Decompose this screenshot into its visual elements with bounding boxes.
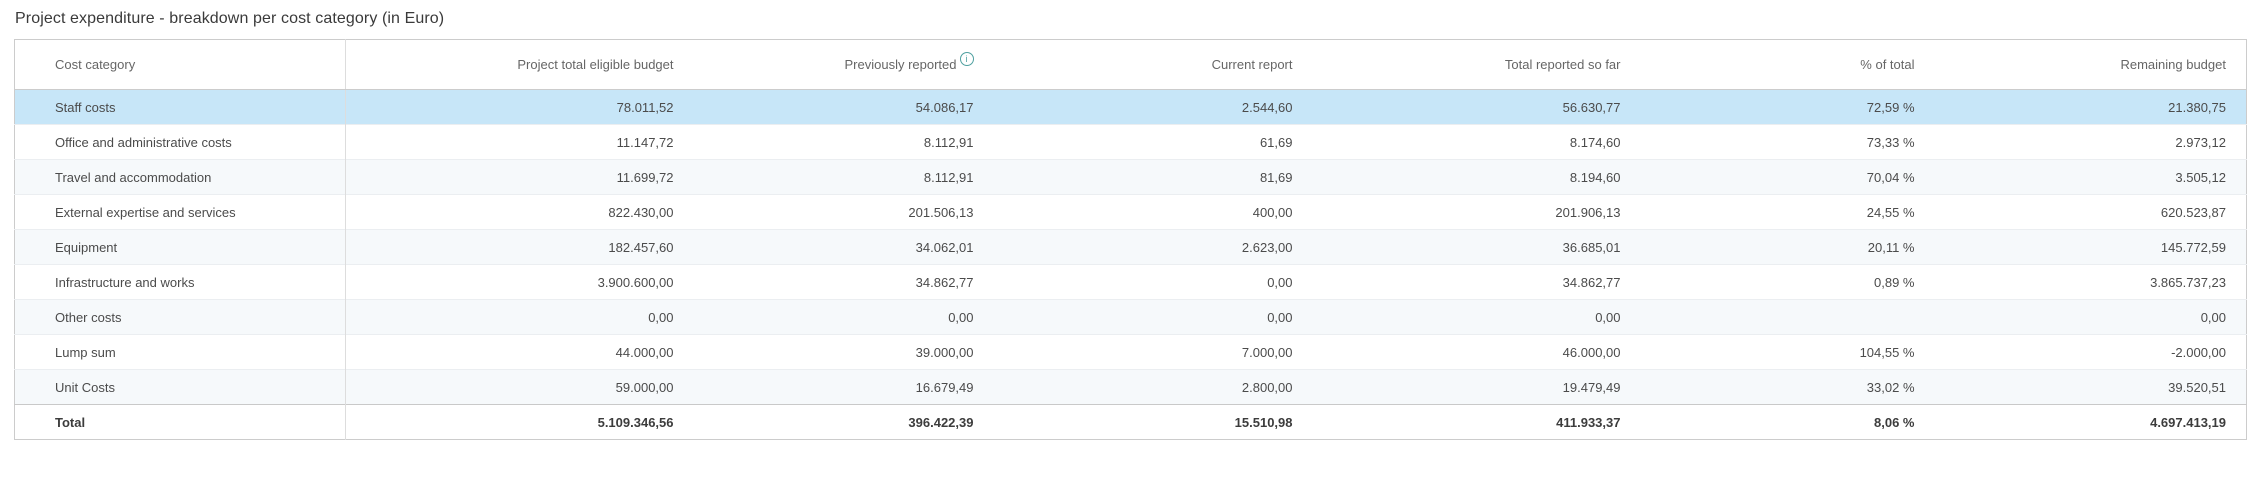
value-cell: 33,02 % — [1650, 369, 1945, 405]
value-cell: 145.772,59 — [1944, 229, 2247, 265]
value-cell: 16.679,49 — [703, 369, 1004, 405]
column-header-project-total-eligible-budget: Project total eligible budget — [345, 39, 704, 90]
value-cell: 8.112,91 — [703, 159, 1004, 195]
value-cell: 39.520,51 — [1944, 369, 2247, 405]
cost-category-cell: Unit Costs — [14, 369, 346, 405]
column-header-cost-category: Cost category — [14, 39, 346, 90]
table-row[interactable]: Lump sum 44.000,00 39.000,00 7.000,00 46.000… — [14, 334, 2247, 370]
table-row[interactable]: Unit Costs 59.000,00 16.679,49 2.800,00 19.4… — [14, 369, 2247, 405]
expenditure-table: Cost category Project total eligible bud… — [14, 39, 2247, 440]
info-icon[interactable]: i — [959, 51, 974, 66]
value-cell: 400,00 — [1003, 194, 1323, 230]
value-cell: 0,00 — [703, 299, 1004, 335]
cost-category-cell: Staff costs — [14, 89, 346, 125]
value-cell: 411.933,37 — [1322, 404, 1651, 440]
value-cell: 78.011,52 — [616, 99, 674, 115]
value-cell: 56.630,77 — [1562, 99, 1621, 115]
value-cell: 73,33 % — [1650, 124, 1945, 160]
value-cell: 3.865.737,23 — [1944, 264, 2247, 300]
column-header-current-report: Current report — [1003, 39, 1323, 90]
value-cell: 72,59 % — [1866, 99, 1915, 115]
value-cell: 0,00 — [1003, 264, 1323, 300]
cost-category-cell: Total — [14, 404, 346, 440]
value-cell: 2.800,00 — [1003, 369, 1323, 405]
column-header-previously-reported-label: Previously reported — [844, 56, 957, 72]
value-cell: 70,04 % — [1650, 159, 1945, 195]
table-row[interactable]: Travel and accommodation 11.699,72 8.112,9… — [14, 159, 2247, 195]
value-cell: 61,69 — [1003, 124, 1323, 160]
value-cell: 8.112,91 — [703, 124, 1004, 160]
cost-category-cell: Infrastructure and works — [14, 264, 346, 300]
page-title: Project expenditure - breakdown per cost… — [15, 10, 445, 27]
value-cell: 396.422,39 — [703, 404, 1004, 440]
column-header-previously-reported: Previously reported i — [703, 39, 1004, 90]
value-cell: 182.457,60 — [345, 229, 704, 265]
column-header-total-reported-so-far: Total reported so far — [1322, 39, 1651, 90]
value-cell: 2.623,00 — [1003, 229, 1323, 265]
value-cell: -2.000,00 — [1944, 334, 2247, 370]
value-cell: 201.906,13 — [1322, 194, 1651, 230]
value-cell: 0,00 — [1003, 299, 1323, 335]
table-body: Staff costs 78.011,52 54.086,17 2.544,60 56.… — [14, 89, 2247, 440]
value-cell: 15.510,98 — [1003, 404, 1323, 440]
value-cell: 104,55 % — [1650, 334, 1945, 370]
cost-category-cell: Office and administrative costs — [14, 124, 346, 160]
value-cell: 8,06 % — [1650, 404, 1945, 440]
header-row: Cost category Project total eligible bud… — [14, 39, 2247, 90]
value-cell: 46.000,00 — [1322, 334, 1651, 370]
value-cell: 2.973,12 — [1944, 124, 2247, 160]
value-cell: 8.174,60 — [1322, 124, 1651, 160]
cost-category-cell: External expertise and services — [14, 194, 346, 230]
value-cell: 4.697.413,19 — [1944, 404, 2247, 440]
cost-category-cell: Travel and accommodation — [14, 159, 346, 195]
value-cell: 5.109.346,56 — [345, 404, 704, 440]
cost-category-cell: Other costs — [14, 299, 346, 335]
value-cell: 21.380,75 — [2168, 99, 2226, 115]
value-cell: 0,00 — [345, 299, 704, 335]
table-header: Cost category Project total eligible bud… — [14, 39, 2247, 90]
value-cell: 8.194,60 — [1322, 159, 1651, 195]
cost-category-cell: Equipment — [14, 229, 346, 265]
value-cell: 20,11 % — [1650, 229, 1945, 265]
value-cell: 34.062,01 — [703, 229, 1004, 265]
value-cell: 0,00 — [1322, 299, 1651, 335]
value-cell — [1650, 299, 1945, 335]
value-cell: 7.000,00 — [1003, 334, 1323, 370]
value-cell: 36.685,01 — [1322, 229, 1651, 265]
table-row[interactable]: External expertise and services 822.430,0… — [14, 194, 2247, 230]
total-row: Total 5.109.346,56 396.422,39 15.510,98 411.… — [14, 404, 2247, 440]
value-cell: 81,69 — [1003, 159, 1323, 195]
value-cell: 201.506,13 — [703, 194, 1004, 230]
value-cell: 59.000,00 — [345, 369, 704, 405]
value-cell: 39.000,00 — [703, 334, 1004, 370]
value-cell: 34.862,77 — [703, 264, 1004, 300]
table-row[interactable]: Other costs 0,00 0,00 0,00 0,00 0,00 — [14, 299, 2247, 335]
value-cell: 822.430,00 — [345, 194, 704, 230]
value-cell: 11.699,72 — [345, 159, 704, 195]
cost-category-cell: Lump sum — [14, 334, 346, 370]
value-cell: 19.479,49 — [1322, 369, 1651, 405]
value-cell: 0,00 — [1944, 299, 2247, 335]
value-cell: 24,55 % — [1650, 194, 1945, 230]
value-cell: 620.523,87 — [1944, 194, 2247, 230]
value-cell: 2.544,60 — [1241, 99, 1293, 115]
table-row[interactable]: Equipment 182.457,60 34.062,01 2.623,00 36.6… — [14, 229, 2247, 265]
value-cell: 0,89 % — [1650, 264, 1945, 300]
column-header-remaining-budget: Remaining budget — [1944, 39, 2247, 90]
table-row[interactable]: Staff costs 78.011,52 54.086,17 2.544,60 56.… — [14, 89, 2247, 125]
value-cell: 54.086,17 — [915, 99, 974, 115]
column-header-percent-of-total: % of total — [1650, 39, 1945, 90]
value-cell: 3.900.600,00 — [345, 264, 704, 300]
table-row[interactable]: Infrastructure and works 3.900.600,00 34.8… — [14, 264, 2247, 300]
table-row[interactable]: Office and administrative costs 11.147,72… — [14, 124, 2247, 160]
value-cell: 3.505,12 — [1944, 159, 2247, 195]
value-cell: 34.862,77 — [1322, 264, 1651, 300]
value-cell: 11.147,72 — [345, 124, 704, 160]
value-cell: 44.000,00 — [345, 334, 704, 370]
